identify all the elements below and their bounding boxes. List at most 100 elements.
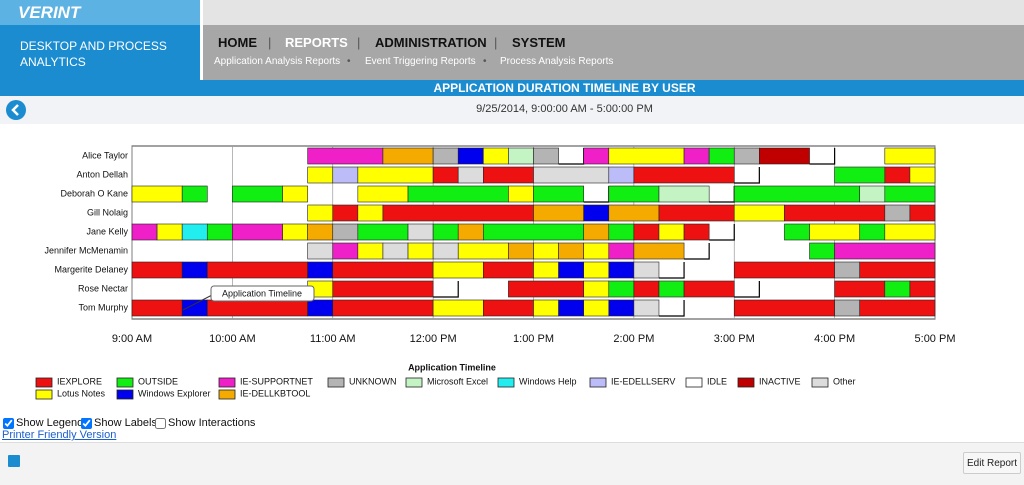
segment <box>658 280 685 298</box>
separator: | <box>268 35 272 50</box>
segment <box>909 166 936 184</box>
option[interactable]: Show Labels <box>81 417 157 429</box>
segment <box>457 223 484 241</box>
segment <box>859 185 886 203</box>
segment <box>457 147 484 165</box>
segment <box>608 185 660 203</box>
x-tick-label: 5:00 PM <box>915 333 956 345</box>
edit-button[interactable]: Edit Report <box>963 452 1021 474</box>
legend-title: Application Timeline <box>408 362 496 372</box>
segment <box>884 185 936 203</box>
nav-item[interactable]: SYSTEM <box>512 35 566 50</box>
segment <box>508 242 534 260</box>
row-label: Tom Murphy <box>78 302 128 312</box>
nav-item[interactable]: ADMINISTRATION <box>375 35 487 50</box>
segment <box>282 223 308 241</box>
checkbox[interactable] <box>3 417 14 429</box>
segment <box>658 223 685 241</box>
segment <box>533 204 584 222</box>
callout-box <box>210 285 315 302</box>
x-tick-label: 1:00 PM <box>513 333 554 345</box>
segment <box>809 223 861 241</box>
segment <box>859 223 886 241</box>
segment <box>884 147 936 165</box>
option-label: Show Interactions <box>168 417 256 429</box>
back-button[interactable] <box>6 100 26 120</box>
segment <box>859 299 936 317</box>
segment <box>206 261 308 279</box>
timeline-chart: 9:00 AM 10:00 AM 11:00 AM 12:00 PM 1:00 PM 2:… <box>35 145 956 400</box>
segment <box>307 261 334 279</box>
printer-link[interactable]: Printer Friendly Version <box>2 429 117 441</box>
segment <box>834 166 886 184</box>
row-label: Rose Nectar <box>78 283 128 293</box>
segment <box>834 242 936 260</box>
logo: VERINT <box>0 0 200 25</box>
x-tick-label: 12:00 PM <box>410 333 457 345</box>
segment <box>483 261 534 279</box>
segment <box>558 299 584 317</box>
save-icon[interactable] <box>8 455 20 467</box>
nav-item[interactable]: REPORTS <box>285 35 348 50</box>
segment <box>583 223 610 241</box>
segment <box>608 280 635 298</box>
segment <box>533 242 559 260</box>
segment <box>483 299 534 317</box>
segment <box>131 299 183 317</box>
legend-label: IEXPLORE <box>57 376 102 386</box>
subnav-item[interactable]: Process Analysis Reports <box>500 56 614 67</box>
idle-segment <box>809 148 836 165</box>
segment <box>859 261 936 279</box>
segment <box>432 242 459 260</box>
legend-swatch <box>589 377 607 388</box>
segment <box>508 147 534 165</box>
segment <box>357 166 434 184</box>
checkbox[interactable] <box>155 417 166 429</box>
segment <box>457 242 509 260</box>
legend-swatch <box>116 377 134 388</box>
top-strip <box>200 0 1024 25</box>
segment <box>884 280 911 298</box>
segment <box>307 223 334 241</box>
segment <box>733 185 861 203</box>
row-label: Deborah O Kane <box>60 188 128 198</box>
segment <box>282 185 308 203</box>
segment <box>583 204 610 222</box>
segment <box>759 147 810 165</box>
idle-segment <box>658 262 685 279</box>
legend-label: Windows Explorer <box>138 388 211 398</box>
segment <box>357 185 409 203</box>
idle-segment <box>433 281 459 298</box>
segment <box>332 280 434 298</box>
segment <box>332 261 434 279</box>
segment <box>608 242 635 260</box>
subnav-item[interactable]: Application Analysis Reports <box>214 56 341 67</box>
segment <box>483 223 584 241</box>
legend-label: Windows Help <box>519 376 577 386</box>
segment <box>131 223 158 241</box>
checkbox[interactable] <box>81 417 92 429</box>
segment <box>307 147 384 165</box>
legend-swatch <box>35 377 53 388</box>
segment <box>508 185 534 203</box>
segment <box>307 299 334 317</box>
segment <box>533 261 559 279</box>
nav-item[interactable]: HOME <box>218 35 257 50</box>
legend-swatch <box>811 377 829 388</box>
segment <box>131 261 183 279</box>
row-label: Gill Nolaig <box>87 207 128 217</box>
legend-label: UNKNOWN <box>349 376 397 386</box>
report-title: APPLICATION DURATION TIMELINE BY USER <box>0 80 1024 96</box>
option[interactable]: Show Interactions <box>155 417 255 429</box>
segment <box>382 204 534 222</box>
segment <box>382 147 434 165</box>
subnav-item[interactable]: Event Triggering Reports <box>365 56 476 67</box>
segment <box>307 166 334 184</box>
legend-swatch <box>405 377 423 388</box>
segment <box>407 185 509 203</box>
segment <box>633 280 660 298</box>
option[interactable]: Show Legend <box>3 417 83 429</box>
separator: | <box>357 35 361 50</box>
x-tick-label: 9:00 AM <box>112 333 152 345</box>
legend-label: INACTIVE <box>759 376 801 386</box>
